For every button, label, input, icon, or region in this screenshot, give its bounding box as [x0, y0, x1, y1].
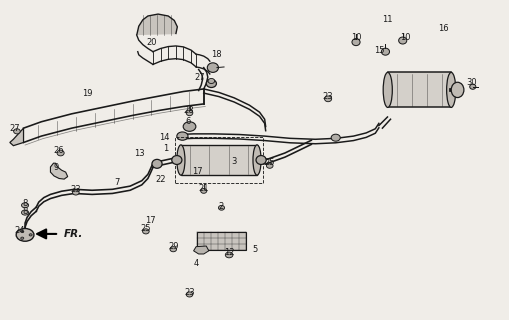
Ellipse shape: [143, 229, 149, 234]
Text: FR.: FR.: [64, 229, 83, 239]
Text: 23: 23: [71, 185, 81, 194]
Text: 8: 8: [22, 207, 28, 216]
Ellipse shape: [207, 63, 218, 72]
Ellipse shape: [172, 156, 182, 164]
Ellipse shape: [266, 163, 273, 168]
Text: 12: 12: [224, 248, 234, 257]
Ellipse shape: [72, 190, 79, 195]
Ellipse shape: [29, 234, 32, 236]
Text: 6: 6: [186, 117, 191, 126]
Ellipse shape: [446, 72, 456, 108]
Text: 10: 10: [351, 33, 361, 42]
Text: 23: 23: [184, 288, 195, 297]
Ellipse shape: [381, 48, 389, 55]
Text: 15: 15: [374, 45, 384, 55]
Ellipse shape: [383, 72, 392, 108]
Bar: [388, 72, 451, 108]
Ellipse shape: [152, 159, 162, 168]
Ellipse shape: [218, 205, 224, 210]
Text: 23: 23: [323, 92, 333, 101]
Text: 17: 17: [192, 167, 203, 176]
Ellipse shape: [208, 78, 215, 84]
Polygon shape: [137, 14, 177, 35]
Ellipse shape: [331, 134, 341, 141]
Ellipse shape: [21, 203, 29, 208]
Text: 21: 21: [199, 184, 209, 193]
Ellipse shape: [170, 247, 177, 252]
Text: 26: 26: [54, 146, 64, 155]
Ellipse shape: [183, 122, 196, 131]
Bar: [175, 137, 263, 183]
Bar: [197, 233, 246, 250]
Text: 7: 7: [115, 178, 120, 187]
Text: 14: 14: [159, 133, 169, 142]
Ellipse shape: [206, 80, 216, 87]
Polygon shape: [10, 128, 23, 146]
Ellipse shape: [225, 252, 233, 258]
Text: 4: 4: [193, 259, 199, 268]
Polygon shape: [193, 246, 209, 254]
Ellipse shape: [352, 39, 360, 46]
Ellipse shape: [325, 96, 332, 102]
Text: 27: 27: [194, 73, 205, 82]
Text: 30: 30: [466, 78, 477, 87]
Text: 1: 1: [163, 144, 168, 153]
Ellipse shape: [16, 228, 34, 241]
Text: 11: 11: [382, 15, 393, 24]
Text: 5: 5: [252, 245, 257, 254]
Text: 27: 27: [10, 124, 20, 132]
Ellipse shape: [21, 237, 24, 239]
Text: 20: 20: [146, 38, 157, 47]
Text: 10: 10: [400, 33, 411, 42]
Ellipse shape: [21, 210, 29, 215]
Ellipse shape: [399, 37, 407, 44]
Bar: [181, 145, 257, 175]
Ellipse shape: [201, 188, 207, 193]
Text: 25: 25: [140, 224, 151, 233]
Text: 3: 3: [232, 157, 237, 166]
Text: 2: 2: [219, 202, 224, 211]
Ellipse shape: [186, 110, 193, 116]
Text: 13: 13: [134, 149, 145, 158]
Ellipse shape: [470, 84, 476, 89]
Text: 29: 29: [168, 242, 179, 251]
Text: 8: 8: [22, 198, 28, 207]
Text: 28: 28: [183, 106, 194, 115]
Ellipse shape: [451, 82, 464, 98]
Polygon shape: [50, 163, 68, 179]
Text: 22: 22: [156, 175, 166, 184]
Ellipse shape: [57, 150, 64, 156]
Ellipse shape: [186, 292, 193, 297]
Ellipse shape: [21, 230, 24, 233]
Text: 24: 24: [15, 226, 25, 235]
Text: 18: 18: [211, 50, 222, 59]
Ellipse shape: [177, 132, 188, 140]
Text: 17: 17: [145, 216, 156, 225]
Text: 9: 9: [54, 164, 59, 172]
Ellipse shape: [253, 145, 261, 175]
Ellipse shape: [177, 145, 185, 175]
Text: 19: 19: [82, 89, 92, 98]
Ellipse shape: [256, 156, 266, 164]
Text: 25: 25: [265, 158, 275, 167]
Ellipse shape: [14, 129, 20, 134]
Text: 16: 16: [438, 24, 448, 33]
